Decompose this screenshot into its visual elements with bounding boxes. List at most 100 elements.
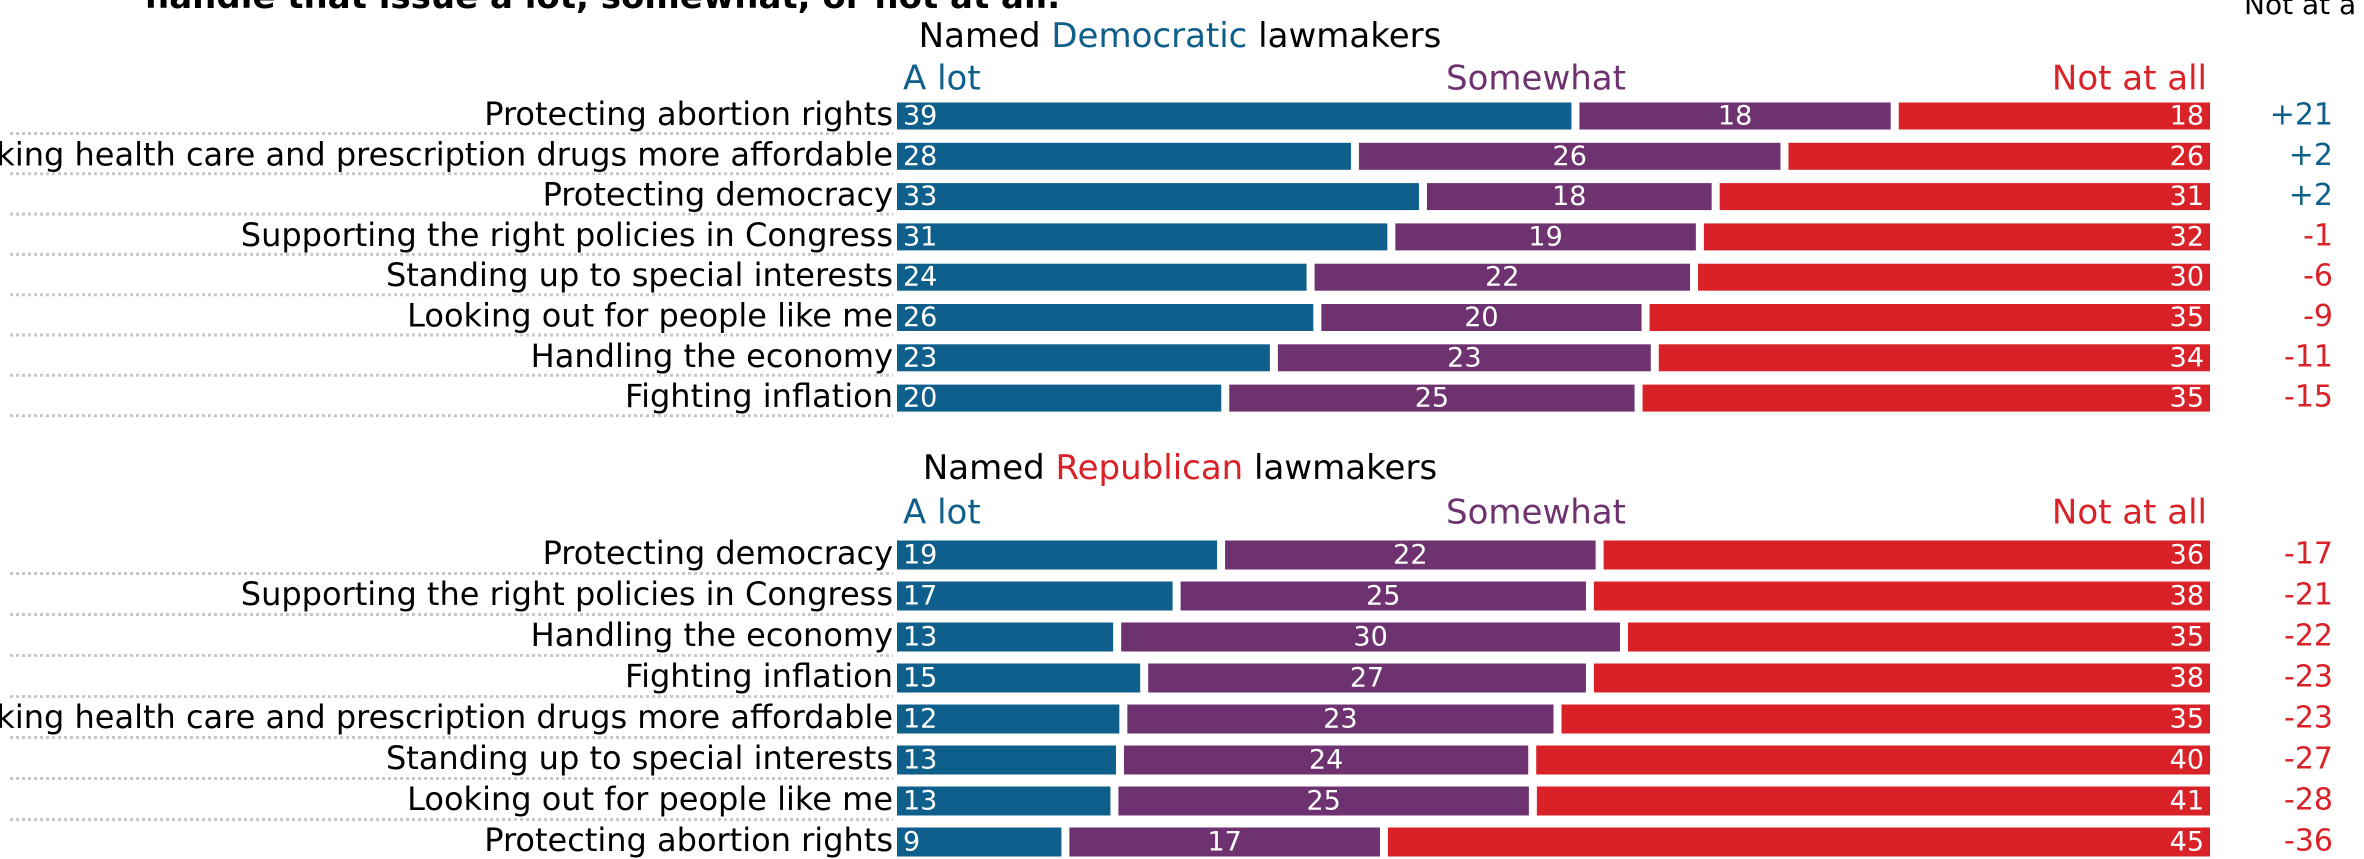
- bar-segment-somewhat: [1395, 223, 1696, 251]
- value-label-a-lot: 26: [903, 302, 937, 333]
- bar-row: Supporting the right policies in Congres…: [10, 575, 2333, 616]
- value-label-somewhat: 22: [1485, 262, 1519, 293]
- bar-segment-somewhat: [1118, 786, 1529, 816]
- value-label-somewhat: 17: [1208, 827, 1242, 858]
- category-label: Looking out for people like me: [407, 297, 893, 335]
- value-label-a-lot: 19: [903, 540, 937, 571]
- bar-row: Fighting inflation 20 25 35 -15: [10, 377, 2333, 418]
- bar-segment-not-at-all: [1628, 622, 2210, 652]
- value-label-not-at-all: 31: [2170, 181, 2204, 212]
- legend-somewhat: Somewhat: [1446, 59, 1626, 99]
- net-score-label: +21: [2270, 98, 2333, 133]
- panel-title-party: Democratic: [1051, 16, 1247, 56]
- value-label-not-at-all: 30: [2170, 262, 2204, 293]
- bar-segment-somewhat: [1358, 142, 1781, 170]
- bar-segment-a-lot: [897, 704, 1120, 734]
- value-label-a-lot: 31: [903, 221, 937, 252]
- net-score-label: -23: [2284, 701, 2333, 736]
- value-label-a-lot: 17: [903, 581, 937, 612]
- category-label: Fighting inflation: [625, 657, 893, 695]
- panel-title-suffix: lawmakers: [1247, 16, 1441, 56]
- value-label-somewhat: 23: [1447, 342, 1481, 373]
- bar-segment-a-lot: [897, 827, 1062, 857]
- net-score-label: -27: [2284, 742, 2333, 777]
- bar-row: Protecting democracy 33 18 31 +2: [10, 176, 2333, 216]
- net-score-label: +2: [2289, 138, 2333, 173]
- bar-segment-a-lot: [897, 745, 1116, 775]
- value-label-a-lot: 13: [903, 622, 937, 653]
- bar-row: Looking out for people like me 26 20 35 -9: [10, 297, 2333, 337]
- bar-segment-somewhat: [1069, 827, 1380, 857]
- bar-segment-somewhat: [1277, 344, 1651, 372]
- value-label-not-at-all: 38: [2170, 581, 2204, 612]
- value-label-somewhat: 30: [1353, 622, 1387, 653]
- bar-segment-a-lot: [897, 663, 1141, 693]
- category-label: Supporting the right policies in Congres…: [241, 575, 893, 613]
- panel-title-party: Republican: [1056, 448, 1244, 488]
- category-label: Protecting abortion rights: [484, 821, 893, 859]
- value-label-a-lot: 24: [903, 262, 937, 293]
- category-label: Standing up to special interests: [386, 739, 893, 777]
- value-label-not-at-all: 35: [2170, 704, 2204, 735]
- bar-segment-somewhat: [1123, 745, 1529, 775]
- bar-segment-a-lot: [897, 142, 1351, 170]
- bar-segment-somewhat: [1229, 384, 1635, 412]
- bar-segment-not-at-all: [1649, 304, 2210, 331]
- value-label-somewhat: 23: [1323, 704, 1357, 735]
- bar-row: Fighting inflation 15 27 38 -23: [10, 657, 2333, 698]
- value-label-somewhat: 22: [1393, 540, 1427, 571]
- value-label-a-lot: 23: [903, 342, 937, 373]
- net-score-label: -28: [2284, 783, 2333, 818]
- value-label-a-lot: 39: [903, 101, 937, 132]
- bar-segment-somewhat: [1148, 663, 1586, 693]
- bar-segment-not-at-all: [1536, 786, 2210, 816]
- value-label-somewhat: 25: [1415, 383, 1449, 414]
- net-score-label: -17: [2284, 537, 2333, 572]
- legend-somewhat: Somewhat: [1446, 493, 1626, 533]
- value-label-not-at-all: 45: [2170, 827, 2204, 858]
- value-label-somewhat: 25: [1366, 581, 1400, 612]
- value-label-a-lot: 20: [903, 383, 937, 414]
- category-label: Making health care and prescription drug…: [0, 698, 893, 736]
- value-label-somewhat: 18: [1552, 181, 1586, 212]
- value-label-not-at-all: 34: [2170, 342, 2204, 373]
- value-label-somewhat: 27: [1350, 663, 1384, 694]
- bar-row: Looking out for people like me 13 25 41 -28: [10, 780, 2333, 821]
- legend-a-lot: A lot: [903, 59, 981, 99]
- category-label: Handling the economy: [531, 337, 893, 375]
- category-label: Looking out for people like me: [407, 780, 893, 818]
- value-label-a-lot: 9: [903, 827, 920, 858]
- value-label-not-at-all: 36: [2170, 540, 2204, 571]
- value-label-somewhat: 20: [1464, 302, 1498, 333]
- bar-row: Protecting abortion rights 9 17 45 -36: [484, 821, 2333, 859]
- value-label-a-lot: 28: [903, 141, 937, 172]
- bar-segment-not-at-all: [1593, 663, 2210, 693]
- bar-segment-a-lot: [897, 102, 1572, 130]
- bar-row: Supporting the right policies in Congres…: [10, 216, 2333, 256]
- bar-row: Standing up to special interests 13 24 40 -2…: [10, 739, 2333, 780]
- bar-segment-somewhat: [1321, 304, 1642, 331]
- net-score-label: -1: [2303, 218, 2333, 253]
- bar-segment-a-lot: [897, 540, 1218, 570]
- category-label: Handling the economy: [531, 616, 893, 654]
- value-label-not-at-all: 32: [2170, 221, 2204, 252]
- bar-segment-not-at-all: [1593, 581, 2210, 611]
- bar-segment-a-lot: [897, 263, 1307, 291]
- legend-not-at-all: Not at all: [2052, 493, 2207, 533]
- bar-row: Standing up to special interests 24 22 30 -6: [10, 256, 2333, 297]
- value-label-a-lot: 33: [903, 181, 937, 212]
- bar-segment-not-at-all: [1703, 223, 2210, 251]
- net-score-label: -36: [2284, 824, 2333, 859]
- bar-segment-somewhat: [1180, 581, 1586, 611]
- bar-segment-somewhat: [1426, 183, 1712, 211]
- value-label-not-at-all: 26: [2170, 141, 2204, 172]
- bar-segment-somewhat: [1225, 540, 1596, 570]
- value-label-somewhat: 19: [1528, 221, 1562, 252]
- value-label-somewhat: 18: [1718, 101, 1752, 132]
- bar-segment-not-at-all: [1719, 183, 2210, 211]
- bar-segment-somewhat: [1579, 102, 1891, 130]
- bar-segment-not-at-all: [1561, 704, 2210, 734]
- value-label-not-at-all: 35: [2170, 383, 2204, 414]
